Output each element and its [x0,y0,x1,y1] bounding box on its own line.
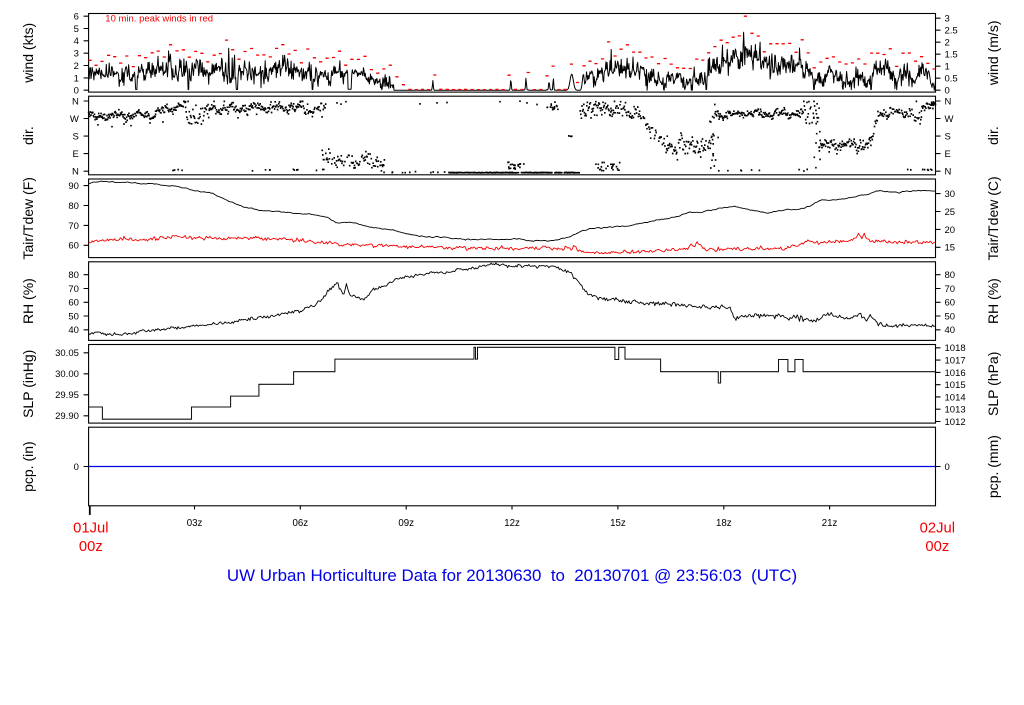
svg-text:25: 25 [945,207,956,218]
svg-text:15: 15 [945,243,956,254]
svg-text:N: N [72,96,79,107]
svg-text:dir.: dir. [985,126,1001,145]
svg-text:80: 80 [68,201,79,212]
svg-text:00z: 00z [925,539,949,555]
svg-text:E: E [945,149,951,160]
svg-text:3: 3 [74,49,79,60]
svg-text:3: 3 [945,14,950,25]
svg-text:0: 0 [945,86,950,97]
svg-text:01Jul: 01Jul [73,521,108,537]
svg-text:70: 70 [945,284,956,295]
svg-text:1018: 1018 [945,343,966,354]
svg-text:1017: 1017 [945,356,966,367]
svg-text:12z: 12z [504,518,520,529]
svg-text:50: 50 [945,311,956,322]
svg-text:W: W [70,114,79,125]
svg-text:N: N [72,167,79,178]
svg-text:0.5: 0.5 [945,74,958,85]
svg-text:10 min. peak winds in red: 10 min. peak winds in red [105,14,213,25]
svg-text:0: 0 [945,462,950,473]
svg-text:0: 0 [74,462,79,473]
svg-text:E: E [73,149,79,160]
svg-text:06z: 06z [292,518,308,529]
svg-text:SLP (inHg): SLP (inHg) [20,350,36,418]
svg-text:6: 6 [74,12,79,23]
svg-text:pcp. (mm): pcp. (mm) [985,435,1001,498]
svg-text:40: 40 [68,325,79,336]
svg-text:1: 1 [945,62,950,73]
svg-text:50: 50 [68,311,79,322]
svg-text:03z: 03z [187,518,203,529]
svg-text:2: 2 [945,38,950,49]
svg-text:W: W [945,114,954,125]
svg-text:dir.: dir. [20,126,36,145]
svg-text:5: 5 [74,24,79,35]
svg-text:0: 0 [74,86,79,97]
svg-text:Tair/Tdew (F): Tair/Tdew (F) [20,177,36,259]
svg-text:21z: 21z [822,518,838,529]
svg-text:wind (m/s): wind (m/s) [985,21,1001,87]
svg-text:2: 2 [74,61,79,72]
svg-text:2.5: 2.5 [945,26,958,37]
svg-text:1016: 1016 [945,368,966,379]
svg-text:N: N [945,167,952,178]
svg-text:80: 80 [945,270,956,281]
svg-text:90: 90 [68,181,79,192]
svg-text:09z: 09z [398,518,414,529]
svg-text:30.05: 30.05 [55,348,79,359]
svg-text:30: 30 [945,189,956,200]
svg-text:N: N [945,96,952,107]
svg-text:RH (%): RH (%) [985,278,1001,324]
svg-text:Tair/Tdew (C): Tair/Tdew (C) [985,176,1001,260]
svg-text:70: 70 [68,221,79,232]
svg-text:18z: 18z [716,518,732,529]
svg-text:1: 1 [74,73,79,84]
svg-text:UW Urban Horticulture Data for: UW Urban Horticulture Data for 20130630 … [227,566,797,585]
svg-text:60: 60 [68,241,79,252]
svg-text:pcp. (in): pcp. (in) [20,441,36,492]
svg-text:RH (%): RH (%) [20,278,36,324]
svg-text:20: 20 [945,225,956,236]
svg-text:S: S [73,132,79,143]
svg-text:29.95: 29.95 [55,390,79,401]
svg-text:1.5: 1.5 [945,50,958,61]
svg-text:wind (kts): wind (kts) [20,23,36,84]
svg-text:60: 60 [68,298,79,309]
svg-text:SLP (hPa): SLP (hPa) [985,352,1001,416]
svg-text:70: 70 [68,284,79,295]
svg-text:29.90: 29.90 [55,411,79,422]
svg-text:30.00: 30.00 [55,369,79,380]
svg-text:80: 80 [68,270,79,281]
svg-text:00z: 00z [79,539,103,555]
svg-text:40: 40 [945,325,956,336]
svg-text:02Jul: 02Jul [920,521,955,537]
svg-text:15z: 15z [610,518,626,529]
svg-text:1012: 1012 [945,417,966,428]
svg-text:4: 4 [74,36,79,47]
svg-text:1015: 1015 [945,380,966,391]
svg-text:1013: 1013 [945,405,966,416]
svg-text:1014: 1014 [945,392,966,403]
svg-text:60: 60 [945,298,956,309]
svg-text:S: S [945,132,951,143]
